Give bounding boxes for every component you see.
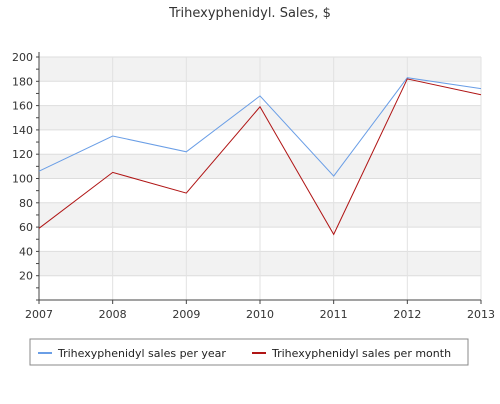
- legend-box: [29, 338, 469, 366]
- y-tick-label: 120: [12, 148, 33, 161]
- series-line-1: [38, 77, 482, 177]
- legend-item: Trihexyphenidyl sales per year: [38, 347, 226, 360]
- y-tick-label: 100: [12, 173, 33, 186]
- x-tick-label: 2010: [246, 308, 274, 321]
- x-tick-label: 2009: [172, 308, 200, 321]
- legend-label: Trihexyphenidyl sales per month: [271, 347, 451, 360]
- x-tick-label: 2007: [25, 308, 53, 321]
- y-tick-label: 80: [19, 197, 33, 210]
- series-line-2: [38, 78, 482, 236]
- x-tick-label: 2008: [99, 308, 127, 321]
- y-tick-label: 140: [12, 124, 33, 137]
- legend-item: Trihexyphenidyl sales per month: [252, 347, 451, 360]
- y-tick-label: 200: [12, 51, 33, 64]
- y-tick-label: 40: [19, 245, 33, 258]
- y-tick-label: 180: [12, 75, 33, 88]
- x-tick-label: 2011: [320, 308, 348, 321]
- y-tick-label: 60: [19, 221, 33, 234]
- x-tick-label: 2013: [467, 308, 495, 321]
- legend-label: Trihexyphenidyl sales per year: [57, 347, 226, 360]
- x-tick-label: 2012: [393, 308, 421, 321]
- y-tick-label: 20: [19, 270, 33, 283]
- chart-title: Trihexyphenidyl. Sales, $: [168, 6, 331, 21]
- y-tick-label: 160: [12, 100, 33, 113]
